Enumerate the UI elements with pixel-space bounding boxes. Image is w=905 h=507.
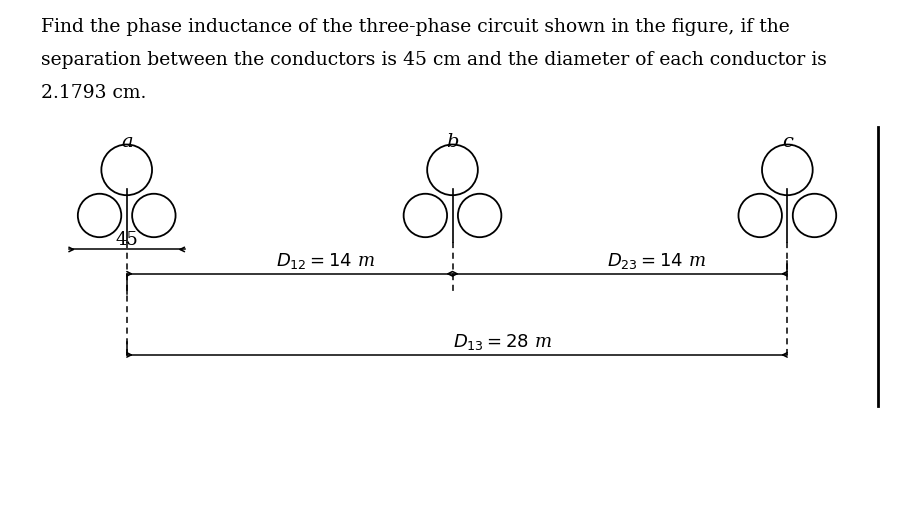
Text: Find the phase inductance of the three-phase circuit shown in the figure, if the: Find the phase inductance of the three-p… xyxy=(41,18,789,36)
Text: 2.1793 cm.: 2.1793 cm. xyxy=(41,84,146,102)
Text: 45: 45 xyxy=(115,231,138,249)
Text: c: c xyxy=(782,133,793,151)
Text: $D_{12} = 14$ m: $D_{12} = 14$ m xyxy=(276,251,376,271)
Text: $D_{13} = 28$ m: $D_{13} = 28$ m xyxy=(452,333,552,352)
Text: $D_{23} = 14$ m: $D_{23} = 14$ m xyxy=(606,251,706,271)
Text: separation between the conductors is 45 cm and the diameter of each conductor is: separation between the conductors is 45 … xyxy=(41,51,826,69)
Text: a: a xyxy=(121,133,132,151)
Text: b: b xyxy=(446,133,459,151)
